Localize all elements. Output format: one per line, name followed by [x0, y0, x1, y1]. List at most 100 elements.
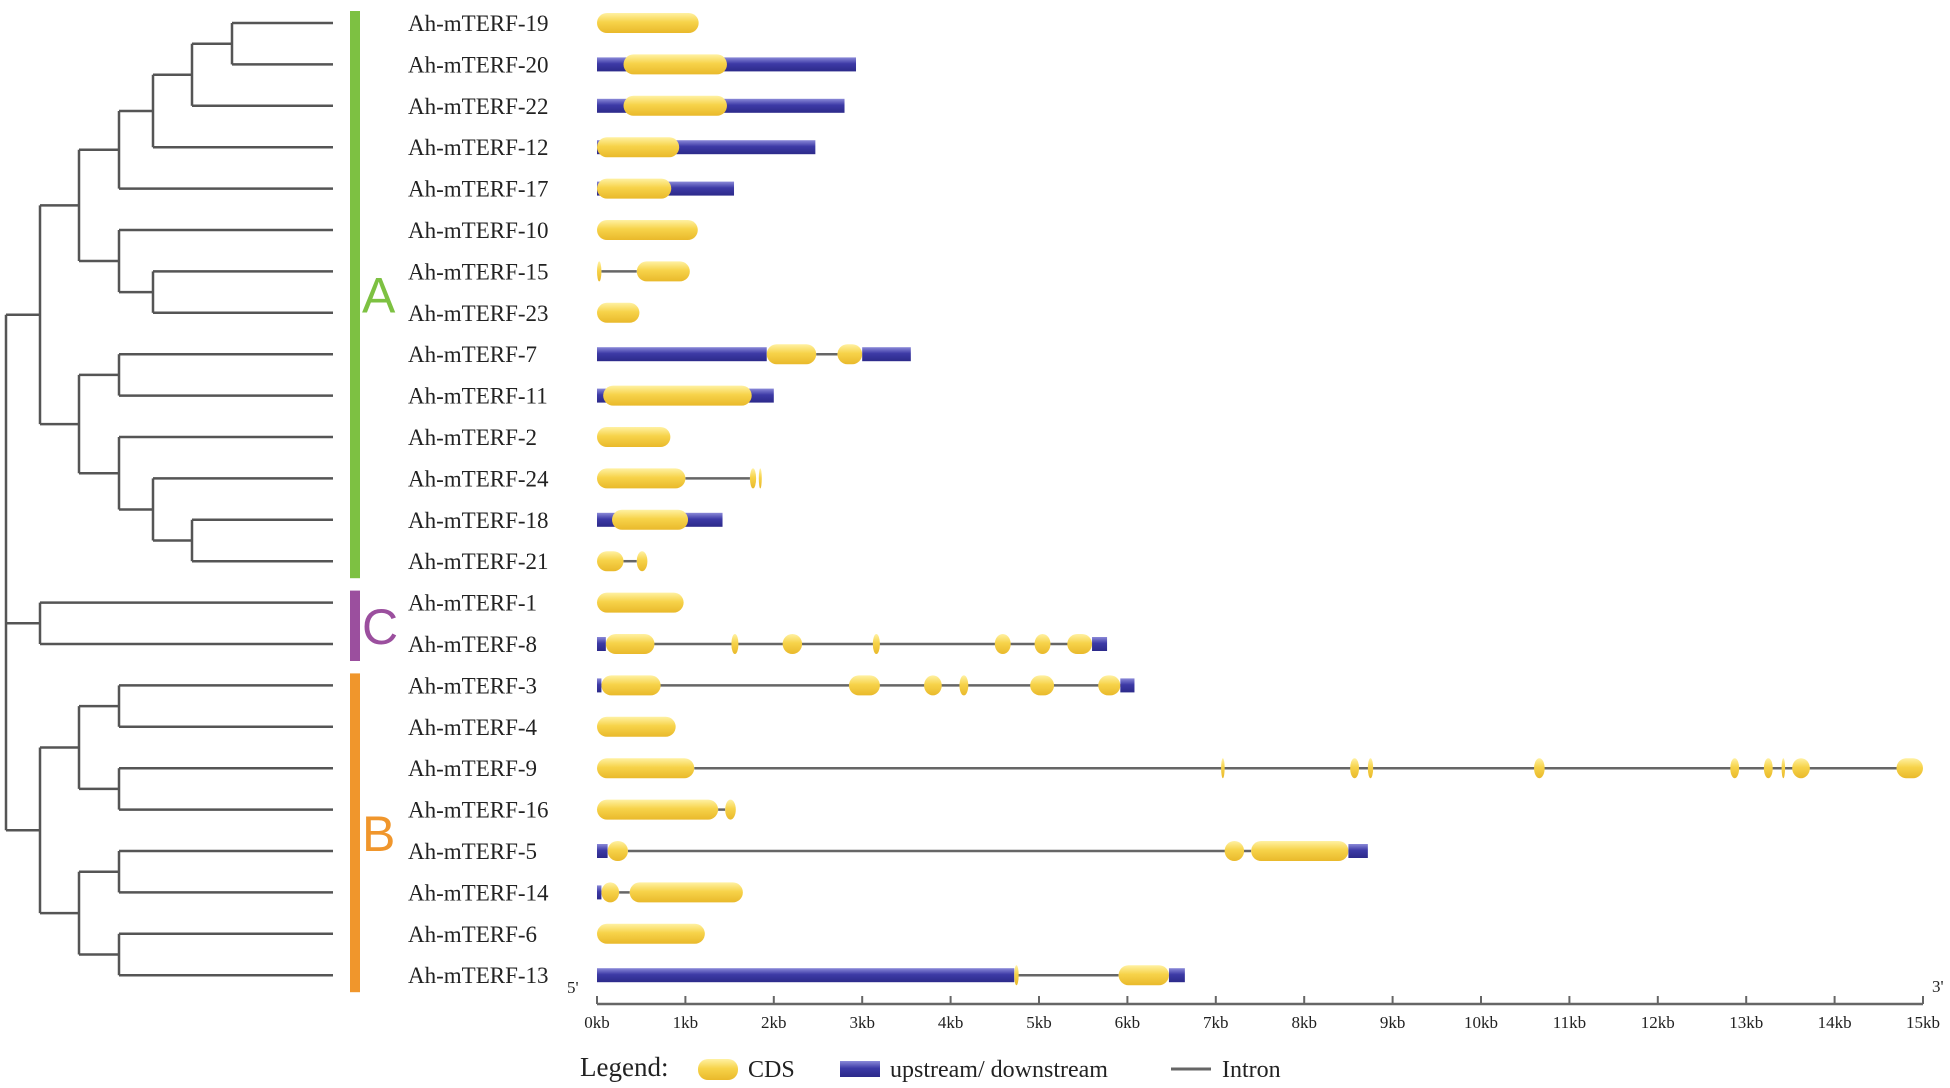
- tick-label: 12kb: [1641, 1013, 1675, 1032]
- gene-structure: [597, 468, 762, 489]
- group-bar-c: [350, 590, 360, 661]
- five-prime-label: 5': [567, 978, 579, 997]
- tick-label: 3kb: [849, 1013, 875, 1032]
- utr-segment: [1348, 844, 1368, 858]
- gene-label: Ah-mTERF-3: [408, 673, 537, 698]
- cds-segment: [597, 220, 698, 240]
- gene-label: Ah-mTERF-14: [408, 880, 549, 905]
- gene-structure: [597, 344, 911, 365]
- cds-segment: [1224, 841, 1245, 861]
- cds-segment: [623, 95, 727, 116]
- cds-segment: [597, 302, 640, 323]
- group-bar-b: [350, 673, 360, 993]
- cds-segment: [1098, 675, 1121, 696]
- cds-segment: [959, 675, 969, 696]
- utr-segment: [1092, 637, 1108, 651]
- utr-segment: [597, 885, 602, 900]
- scale-axis: 5' 3' 0kb 1kb 2kb 3kb 4kb 5kb 6kb 7kb 8kb 9kb 10kb…: [567, 977, 1944, 1032]
- group-label-c: C: [362, 599, 398, 655]
- gene-label: Ah-mTERF-22: [408, 94, 549, 119]
- gene-structure: [597, 841, 1368, 861]
- cds-segment: [636, 261, 690, 282]
- phylogenetic-tree: [4, 21, 333, 977]
- cds-segment: [605, 634, 655, 654]
- cds-segment: [766, 344, 817, 365]
- group-label-b: B: [362, 806, 395, 862]
- cds-segment: [597, 716, 676, 737]
- gene-structure: [597, 137, 816, 158]
- cds-segment: [623, 54, 727, 75]
- cds-segment: [597, 551, 624, 572]
- cds-segment: [1221, 758, 1225, 779]
- gene-structure: [597, 799, 736, 820]
- cds-segment: [872, 634, 880, 654]
- cds-segment: [597, 261, 602, 282]
- gene-structure: [597, 634, 1108, 654]
- cds-segment: [837, 344, 863, 365]
- cds-segment: [1781, 758, 1786, 779]
- cds-segment: [597, 799, 719, 820]
- gene-label: Ah-mTERF-2: [408, 425, 537, 450]
- tick-label: 4kb: [938, 1013, 964, 1032]
- gene-structures: [597, 13, 1923, 986]
- tick-label: 10kb: [1464, 1013, 1498, 1032]
- cds-segment: [1350, 758, 1360, 779]
- legend-cds-label: CDS: [748, 1057, 795, 1083]
- tick-label: 15kb: [1906, 1013, 1940, 1032]
- utr-segment: [597, 347, 767, 362]
- cds-segment: [731, 634, 739, 654]
- cds-segment: [1730, 758, 1740, 779]
- legend-cds-swatch: [698, 1059, 738, 1080]
- gene-label: Ah-mTERF-18: [408, 508, 549, 533]
- utr-segment: [1168, 968, 1185, 983]
- cds-segment: [601, 675, 661, 696]
- three-prime-label: 3': [1932, 977, 1944, 996]
- gene-structure: [597, 551, 648, 572]
- utr-segment: [862, 347, 911, 362]
- tick-label: 13kb: [1729, 1013, 1763, 1032]
- cds-segment: [601, 882, 620, 903]
- gene-label-list: Ah-mTERF-19 Ah-mTERF-20 Ah-mTERF-22 Ah-mTER…: [408, 11, 549, 988]
- cds-segment: [1763, 758, 1773, 779]
- gene-structure: [597, 54, 857, 75]
- cds-segment: [597, 592, 684, 613]
- group-bar-a: [350, 11, 360, 579]
- cds-segment: [1067, 634, 1093, 654]
- tick-label: 1kb: [673, 1013, 699, 1032]
- gene-label: Ah-mTERF-13: [408, 963, 549, 988]
- legend-utr-swatch: [840, 1061, 880, 1077]
- gene-structure: [597, 592, 684, 613]
- cds-segment: [636, 551, 648, 572]
- cds-segment: [612, 509, 689, 530]
- cds-segment: [629, 882, 743, 903]
- tick-label: 8kb: [1291, 1013, 1317, 1032]
- cds-segment: [1118, 965, 1169, 986]
- cds-segment: [782, 634, 803, 654]
- group-label-a: A: [362, 268, 396, 324]
- gene-label: Ah-mTERF-12: [408, 135, 549, 160]
- gene-label: Ah-mTERF-8: [408, 632, 537, 657]
- gene-structure: [597, 220, 698, 240]
- gene-label: Ah-mTERF-15: [408, 259, 549, 284]
- gene-label: Ah-mTERF-16: [408, 798, 549, 823]
- utr-segment: [597, 637, 606, 651]
- gene-label: Ah-mTERF-24: [408, 466, 549, 491]
- tick-label: 9kb: [1380, 1013, 1406, 1032]
- cds-segment: [597, 137, 680, 158]
- group-bars: A C B: [350, 11, 398, 993]
- cds-segment: [725, 799, 736, 820]
- cds-segment: [749, 468, 757, 489]
- cds-segment: [1534, 758, 1545, 779]
- cds-segment: [597, 178, 672, 199]
- gene-label: Ah-mTERF-20: [408, 52, 549, 77]
- utr-segment: [597, 968, 1015, 983]
- cds-segment: [1792, 758, 1810, 779]
- gene-structure: [597, 261, 690, 282]
- tick-label: 2kb: [761, 1013, 787, 1032]
- cds-segment: [597, 13, 699, 33]
- gene-label: Ah-mTERF-1: [408, 591, 537, 616]
- tick-label: 14kb: [1818, 1013, 1852, 1032]
- gene-structure: [597, 882, 743, 903]
- cds-segment: [1251, 841, 1349, 861]
